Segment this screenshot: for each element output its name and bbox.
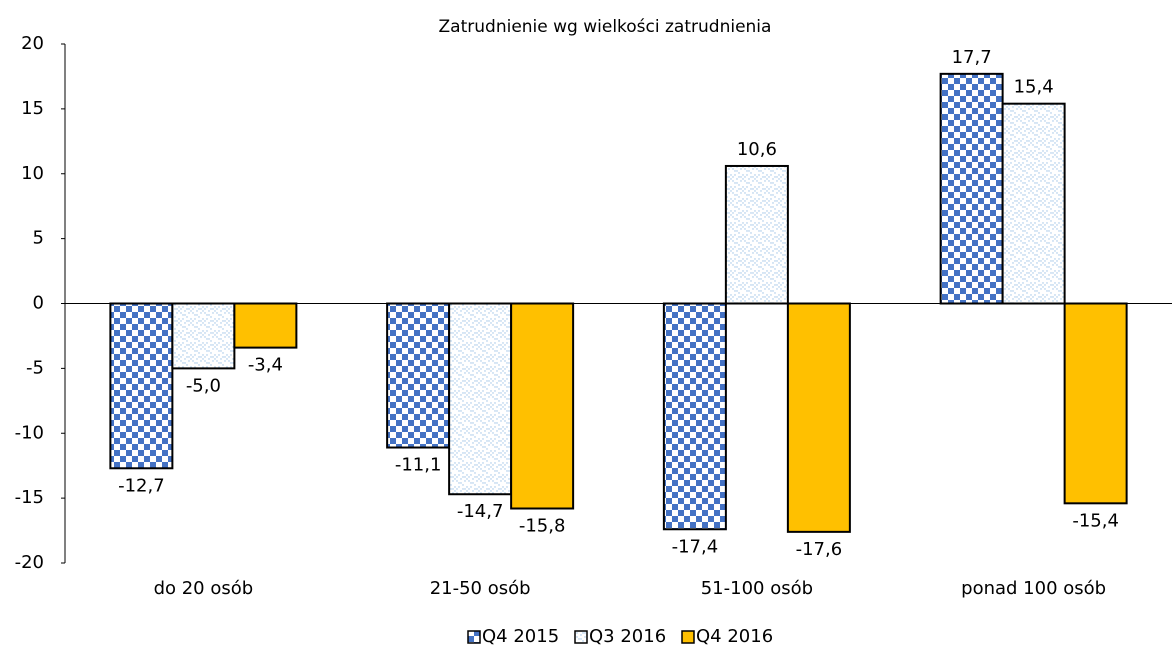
data-label: -3,4 [248, 355, 283, 376]
data-label: 15,4 [1014, 77, 1054, 98]
data-label: -17,6 [796, 539, 843, 560]
legend-label: Q4 2015 [482, 626, 559, 647]
data-label: 10,6 [737, 139, 777, 160]
x-tick-label: 51-100 osób [701, 578, 813, 599]
y-tick-label: 0 [33, 293, 44, 314]
bar [510, 302, 575, 510]
data-label: -15,4 [1072, 510, 1119, 531]
legend-label: Q4 2016 [696, 626, 773, 647]
legend-label: Q3 2016 [589, 626, 666, 647]
data-label: -15,8 [519, 516, 566, 537]
bar [448, 302, 513, 496]
data-label: -14,7 [457, 501, 504, 522]
data-label: 17,7 [952, 47, 992, 68]
bar [939, 72, 1004, 305]
y-tick-label: 15 [21, 98, 44, 119]
data-label: -12,7 [118, 475, 165, 496]
bar [786, 302, 851, 533]
y-tick-label: 20 [21, 33, 44, 54]
y-tick-label: 10 [21, 163, 44, 184]
y-tick-label: 5 [33, 228, 44, 249]
bar [386, 302, 451, 449]
bar [109, 302, 174, 470]
data-label: -11,1 [395, 455, 442, 476]
y-tick-label: -10 [15, 422, 44, 443]
x-tick-label: 21-50 osób [430, 578, 531, 599]
legend-swatch [467, 630, 481, 644]
legend-swatch [574, 630, 588, 644]
bar [1001, 102, 1066, 305]
legend-swatch [681, 630, 695, 644]
data-label: -17,4 [672, 536, 719, 557]
bar [724, 164, 789, 305]
y-tick-label: -5 [26, 357, 44, 378]
x-tick-label: do 20 osób [154, 578, 254, 599]
y-tick-label: -20 [15, 552, 44, 573]
data-label: -5,0 [186, 375, 221, 396]
y-tick-label: -15 [15, 487, 44, 508]
bar [662, 302, 727, 531]
bar [233, 302, 298, 349]
x-tick-label: ponad 100 osób [961, 578, 1106, 599]
bar [1063, 302, 1128, 505]
bar [171, 302, 236, 370]
chart-title: Zatrudnienie wg wielkości zatrudnienia [439, 17, 772, 37]
